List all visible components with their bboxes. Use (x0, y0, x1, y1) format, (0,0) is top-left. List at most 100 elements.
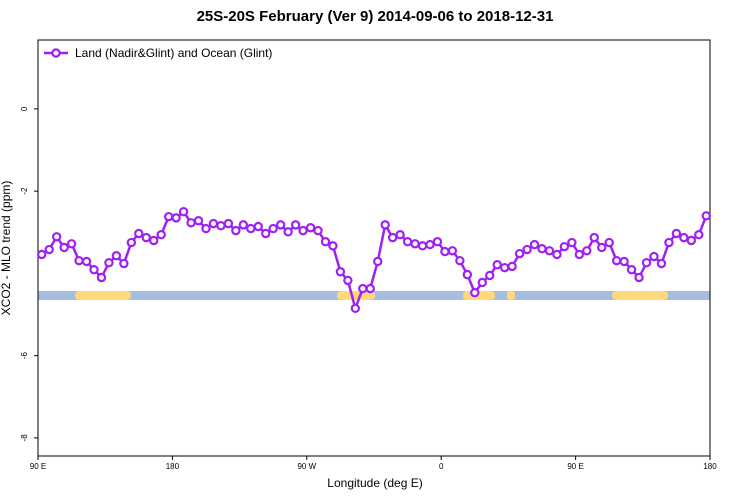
y-tick-label: -8 (20, 434, 29, 442)
data-point (66, 239, 77, 249)
data-point (373, 256, 383, 267)
data-point (679, 232, 689, 243)
data-point (440, 246, 450, 257)
data-point (81, 256, 92, 267)
data-point (238, 220, 249, 230)
data-point (470, 288, 480, 298)
data-point (141, 232, 151, 243)
data-point (216, 220, 226, 231)
data-point (626, 264, 637, 275)
data-point (186, 218, 196, 228)
data-point (410, 239, 420, 249)
data-point (111, 251, 122, 261)
data-point (604, 237, 614, 248)
x-tick-label: 180 (703, 462, 717, 471)
land-band (507, 291, 515, 300)
data-point (686, 235, 697, 246)
legend-label: Land (Nadir&Glint) and Ocean (Glint) (75, 46, 272, 60)
data-point (522, 244, 532, 255)
x-tick-label: 90 E (30, 462, 46, 471)
y-tick-label: 0 (20, 106, 29, 111)
data-point (223, 218, 234, 229)
data-point (619, 256, 629, 267)
data-point (283, 227, 293, 237)
data-point (537, 244, 547, 254)
data-point (656, 258, 667, 269)
land-ocean-band (38, 291, 710, 300)
plot-frame (37, 39, 711, 457)
data-point (290, 220, 301, 230)
y-tick-label: -6 (20, 352, 29, 360)
x-tick-label: 180 (166, 462, 180, 471)
data-point (231, 225, 241, 236)
data-point (664, 237, 674, 248)
data-point (126, 237, 137, 248)
data-point (395, 230, 405, 240)
data-point (417, 241, 428, 251)
data-point (37, 249, 47, 260)
data-point (268, 223, 278, 234)
data-point (514, 248, 525, 259)
data-point (529, 239, 540, 250)
data-point (119, 258, 129, 269)
data-point (701, 211, 711, 221)
data-point (544, 246, 555, 256)
data-point (335, 267, 346, 277)
data-point (89, 264, 99, 275)
data-point (552, 249, 562, 260)
data-point (559, 241, 570, 252)
data-point (134, 228, 144, 239)
data-point (567, 237, 577, 248)
data-point (350, 303, 361, 314)
data-point (313, 225, 323, 236)
data-point (641, 258, 652, 268)
x-tick-label: 90 E (567, 462, 583, 471)
y-tick-label: -2 (20, 187, 29, 195)
x-tick-label: 90 W (297, 462, 316, 471)
data-point (44, 244, 54, 255)
data-point (343, 275, 353, 286)
data-point (634, 272, 644, 283)
data-point (193, 216, 204, 226)
data-point (425, 239, 435, 250)
data-point (485, 270, 495, 281)
data-point (208, 218, 219, 229)
data-point (104, 258, 114, 268)
legend-marker (51, 48, 61, 58)
data-point (59, 242, 69, 253)
data-point (694, 230, 704, 240)
data-point (358, 283, 368, 294)
data-point (387, 232, 398, 243)
data-point (171, 213, 181, 223)
data-point (671, 228, 682, 239)
data-point (589, 232, 599, 243)
data-point (320, 237, 331, 247)
data-point (178, 207, 189, 217)
land-band (75, 291, 131, 300)
data-point (163, 211, 174, 222)
data-point (149, 235, 159, 246)
data-point (96, 272, 107, 283)
data-point (611, 255, 622, 266)
data-point (156, 230, 166, 240)
data-point (253, 221, 263, 232)
data-point (74, 255, 84, 266)
data-point (380, 220, 390, 230)
land-band (337, 291, 375, 300)
data-point (507, 261, 517, 272)
data-point (582, 246, 592, 256)
data-point (201, 223, 211, 234)
data-point (275, 220, 286, 230)
data-point (246, 223, 256, 234)
data-point (649, 251, 659, 262)
data-point (462, 269, 473, 280)
data-point (432, 237, 443, 247)
data-point (447, 246, 458, 256)
data-point (365, 283, 375, 294)
data-point (597, 242, 607, 253)
data-point (477, 277, 487, 288)
data-point (305, 223, 316, 233)
y-axis-label: XCO2 - MLO trend (ppm) (0, 181, 13, 316)
data-point (261, 228, 271, 239)
